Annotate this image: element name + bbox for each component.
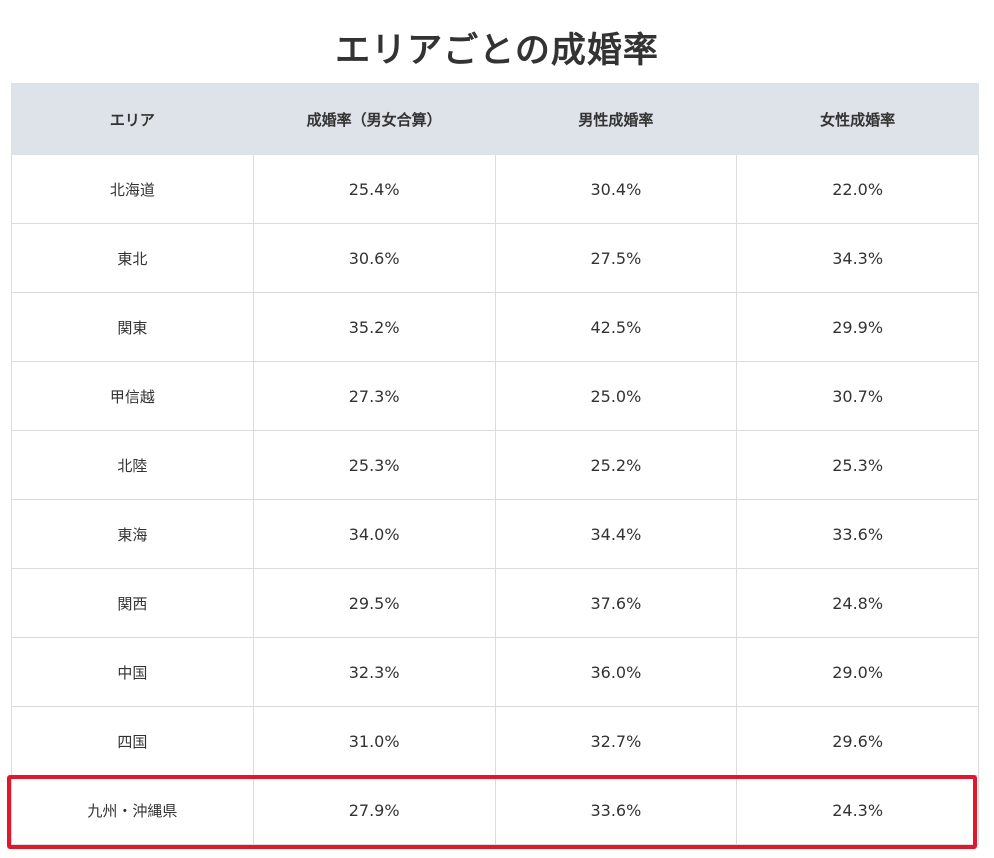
female-rate-cell: 29.0%	[736, 637, 979, 707]
male-rate-cell: 27.5%	[494, 223, 738, 293]
total-rate-cell: 25.4%	[252, 154, 496, 224]
total-rate-cell: 25.3%	[252, 430, 496, 500]
page-title: エリアごとの成婚率	[335, 31, 659, 72]
female-rate-cell: 30.7%	[736, 361, 979, 431]
header-male-rate: 男性成婚率	[494, 83, 738, 155]
area-cell: 東海	[11, 499, 254, 569]
area-cell: 四国	[11, 706, 254, 776]
male-rate-cell: 32.7%	[494, 706, 738, 776]
area-cell: 九州・沖縄県	[11, 775, 254, 845]
male-rate-cell: 37.6%	[494, 568, 738, 638]
area-cell: 東北	[11, 223, 254, 293]
area-cell: 甲信越	[11, 361, 254, 431]
total-rate-cell: 27.9%	[252, 775, 496, 845]
male-rate-cell: 36.0%	[494, 637, 738, 707]
table-row: 北陸 25.3% 25.2% 25.3%	[11, 430, 979, 500]
female-rate-cell: 29.9%	[736, 292, 979, 362]
female-rate-cell: 33.6%	[736, 499, 979, 569]
total-rate-cell: 29.5%	[252, 568, 496, 638]
header-female-rate: 女性成婚率	[736, 83, 979, 155]
female-rate-cell: 29.6%	[736, 706, 979, 776]
female-rate-cell: 24.3%	[736, 775, 979, 845]
table-row: 関東 35.2% 42.5% 29.9%	[11, 292, 979, 362]
area-cell: 中国	[11, 637, 254, 707]
total-rate-cell: 32.3%	[252, 637, 496, 707]
table-row: 四国 31.0% 32.7% 29.6%	[11, 706, 979, 776]
marriage-rate-table: エリア 成婚率（男女合算） 男性成婚率 女性成婚率 北海道 25.4% 30.4…	[11, 83, 979, 845]
female-rate-cell: 22.0%	[736, 154, 979, 224]
header-area: エリア	[11, 83, 254, 155]
area-cell: 関東	[11, 292, 254, 362]
total-rate-cell: 31.0%	[252, 706, 496, 776]
total-rate-cell: 35.2%	[252, 292, 496, 362]
female-rate-cell: 34.3%	[736, 223, 979, 293]
male-rate-cell: 25.2%	[494, 430, 738, 500]
area-cell: 北陸	[11, 430, 254, 500]
table-row-highlighted: 九州・沖縄県 27.9% 33.6% 24.3%	[11, 775, 979, 845]
area-cell: 関西	[11, 568, 254, 638]
table-row: 東北 30.6% 27.5% 34.3%	[11, 223, 979, 293]
male-rate-cell: 34.4%	[494, 499, 738, 569]
area-cell: 北海道	[11, 154, 254, 224]
male-rate-cell: 25.0%	[494, 361, 738, 431]
table-header-row: エリア 成婚率（男女合算） 男性成婚率 女性成婚率	[11, 83, 979, 155]
male-rate-cell: 42.5%	[494, 292, 738, 362]
table-row: 関西 29.5% 37.6% 24.8%	[11, 568, 979, 638]
table-row: 東海 34.0% 34.4% 33.6%	[11, 499, 979, 569]
total-rate-cell: 30.6%	[252, 223, 496, 293]
table-row: 中国 32.3% 36.0% 29.0%	[11, 637, 979, 707]
male-rate-cell: 30.4%	[494, 154, 738, 224]
table-row: 北海道 25.4% 30.4% 22.0%	[11, 154, 979, 224]
header-total-rate: 成婚率（男女合算）	[252, 83, 496, 155]
table-row: 甲信越 27.3% 25.0% 30.7%	[11, 361, 979, 431]
male-rate-cell: 33.6%	[494, 775, 738, 845]
total-rate-cell: 27.3%	[252, 361, 496, 431]
female-rate-cell: 24.8%	[736, 568, 979, 638]
total-rate-cell: 34.0%	[252, 499, 496, 569]
female-rate-cell: 25.3%	[736, 430, 979, 500]
